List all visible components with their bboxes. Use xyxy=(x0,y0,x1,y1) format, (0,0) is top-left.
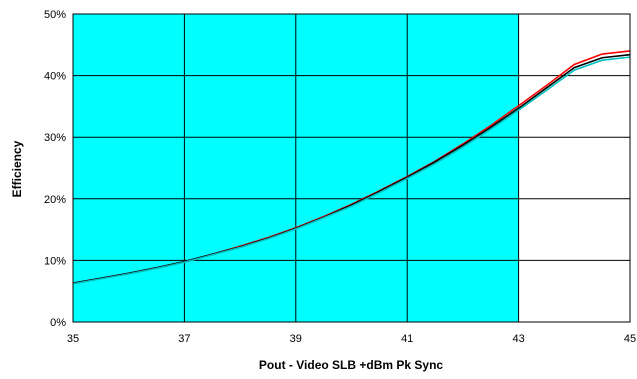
x-tick-label: 37 xyxy=(178,333,190,345)
y-tick-labels: 0% 10% 20% 30% 40% 50% xyxy=(44,9,66,329)
series-lines xyxy=(72,50,631,285)
x-tick-label: 45 xyxy=(624,333,636,345)
plot-frame xyxy=(72,13,631,323)
y-tick-label: 0% xyxy=(50,317,66,329)
series-line-3 xyxy=(72,56,631,285)
x-tick-labels: 35 37 39 41 43 45 xyxy=(67,333,636,345)
x-tick-label: 43 xyxy=(512,333,524,345)
y-tick-label: 50% xyxy=(44,9,66,21)
x-tick-label: 41 xyxy=(401,333,413,345)
y-tick-label: 20% xyxy=(44,194,66,206)
x-tick-label: 35 xyxy=(67,333,79,345)
x-tick-label: 39 xyxy=(290,333,302,345)
y-tick-label: 40% xyxy=(44,71,66,83)
y-tick-label: 30% xyxy=(44,132,66,144)
y-tick-label: 10% xyxy=(44,255,66,267)
x-axis-title: Pout - Video SLB +dBm Pk Sync xyxy=(259,358,443,372)
y-axis-title: Efficiency xyxy=(10,140,24,197)
